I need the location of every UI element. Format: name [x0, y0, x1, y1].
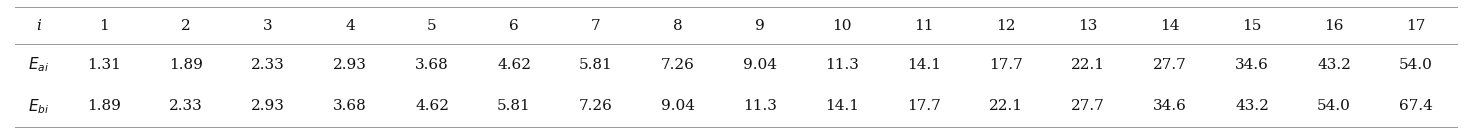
Text: 11: 11 [914, 18, 933, 33]
Text: 43.2: 43.2 [1317, 58, 1351, 72]
Text: 14.1: 14.1 [824, 99, 860, 113]
Text: 17: 17 [1406, 18, 1426, 33]
Text: 15: 15 [1242, 18, 1262, 33]
Text: 1.89: 1.89 [169, 58, 203, 72]
Text: 6: 6 [509, 18, 518, 33]
Text: 2.33: 2.33 [252, 58, 286, 72]
Text: 17.7: 17.7 [907, 99, 941, 113]
Text: 10: 10 [832, 18, 852, 33]
Text: 8: 8 [673, 18, 683, 33]
Text: 14: 14 [1160, 18, 1179, 33]
Text: 27.7: 27.7 [1072, 99, 1105, 113]
Text: 7.26: 7.26 [661, 58, 695, 72]
Text: 27.7: 27.7 [1153, 58, 1186, 72]
Text: 5.81: 5.81 [578, 58, 612, 72]
Text: 3.68: 3.68 [415, 58, 449, 72]
Text: 11.3: 11.3 [743, 99, 777, 113]
Text: 9.04: 9.04 [743, 58, 777, 72]
Text: 22.1: 22.1 [1072, 58, 1105, 72]
Text: $E_{bi}$: $E_{bi}$ [28, 97, 50, 116]
Text: 7.26: 7.26 [578, 99, 612, 113]
Text: 16: 16 [1325, 18, 1344, 33]
Text: 7: 7 [592, 18, 601, 33]
Text: 4: 4 [344, 18, 355, 33]
Text: 67.4: 67.4 [1398, 99, 1432, 113]
Text: 2: 2 [181, 18, 191, 33]
Text: 5.81: 5.81 [498, 99, 531, 113]
Text: 3.68: 3.68 [333, 99, 367, 113]
Text: 54.0: 54.0 [1317, 99, 1351, 113]
Text: 4.62: 4.62 [415, 99, 449, 113]
Text: 17.7: 17.7 [989, 58, 1023, 72]
Text: 9.04: 9.04 [661, 99, 695, 113]
Text: 12: 12 [997, 18, 1016, 33]
Text: 1.31: 1.31 [87, 58, 121, 72]
Text: 14.1: 14.1 [907, 58, 941, 72]
Text: i: i [37, 18, 41, 33]
Text: 1.89: 1.89 [87, 99, 121, 113]
Text: 43.2: 43.2 [1235, 99, 1269, 113]
Text: 54.0: 54.0 [1398, 58, 1432, 72]
Text: $E_{ai}$: $E_{ai}$ [28, 55, 50, 74]
Text: 2.93: 2.93 [252, 99, 286, 113]
Text: 4.62: 4.62 [498, 58, 531, 72]
Text: 2.33: 2.33 [169, 99, 203, 113]
Text: 34.6: 34.6 [1153, 99, 1186, 113]
Text: 3: 3 [263, 18, 272, 33]
Text: 22.1: 22.1 [989, 99, 1023, 113]
Text: 11.3: 11.3 [826, 58, 860, 72]
Text: 2.93: 2.93 [333, 58, 367, 72]
Text: 34.6: 34.6 [1235, 58, 1269, 72]
Text: 13: 13 [1079, 18, 1098, 33]
Text: 1: 1 [99, 18, 109, 33]
Text: 5: 5 [427, 18, 437, 33]
Text: 9: 9 [755, 18, 765, 33]
